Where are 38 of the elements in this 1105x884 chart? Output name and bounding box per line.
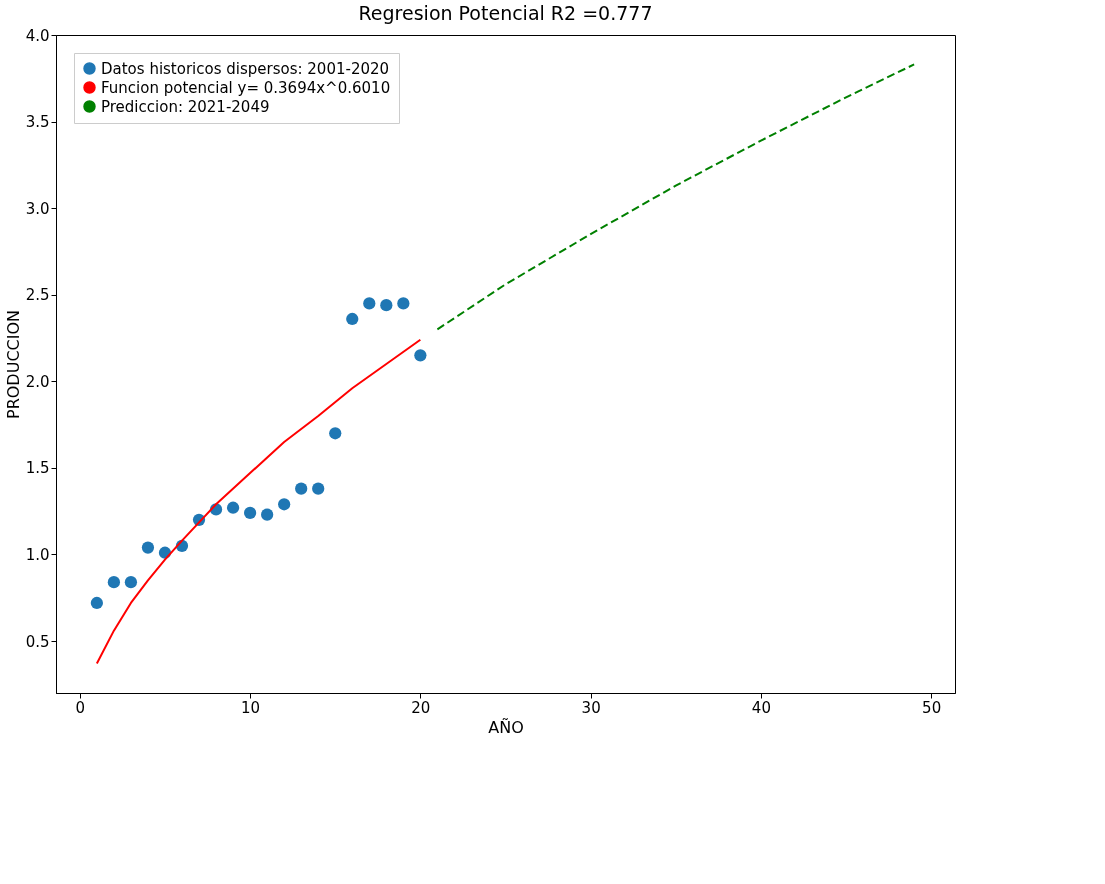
y-tick-label: 1.0	[25, 545, 50, 564]
y-tick-label: 2.0	[25, 372, 50, 391]
line-series	[436, 63, 916, 331]
x-tick-label: 40	[751, 698, 771, 717]
point	[141, 541, 155, 554]
x-tick-label: 50	[922, 698, 942, 717]
legend-label: Funcion potencial y= 0.3694x^0.6010	[101, 78, 391, 97]
y-tick-label: 4.0	[25, 26, 50, 45]
point	[107, 576, 121, 589]
x-tick-label: 10	[241, 698, 261, 717]
point	[380, 299, 393, 312]
point	[243, 506, 257, 520]
y-tick-label: 0.5	[25, 632, 50, 651]
point	[346, 312, 359, 326]
point	[226, 501, 240, 514]
y-tick-label: 3.0	[25, 199, 50, 218]
point	[414, 349, 427, 362]
point	[261, 508, 274, 521]
legend-label: Prediccion: 2021-2049	[101, 97, 270, 116]
y-tick-label: 3.5	[25, 113, 50, 132]
chart-title: Regresion Potencial R2 =0.777	[358, 2, 653, 24]
x-axis-title: AÑO	[488, 717, 524, 737]
point	[329, 427, 342, 440]
y-axis-title: PRODUCCION	[3, 309, 23, 420]
y-tick-label: 2.5	[25, 286, 50, 305]
x-tick-label: 0	[75, 698, 86, 717]
legend-label: Datos historicos dispersos: 2001-2020	[101, 59, 390, 78]
point	[312, 482, 325, 495]
point	[124, 576, 138, 589]
x-tick-label: 30	[581, 698, 601, 717]
y-tick-label: 1.5	[25, 459, 50, 478]
line-series	[95, 338, 422, 665]
point	[295, 482, 308, 495]
point	[278, 498, 291, 511]
point	[397, 297, 410, 310]
point	[363, 297, 376, 310]
x-tick-label: 20	[411, 698, 431, 717]
point	[90, 596, 103, 610]
